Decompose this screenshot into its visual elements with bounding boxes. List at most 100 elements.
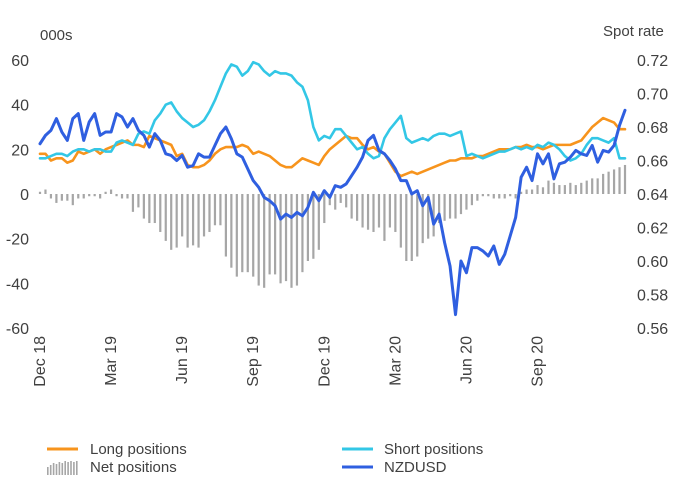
net-position-bar: [104, 191, 107, 194]
right-axis-tick-label: 0.56: [637, 321, 668, 338]
legend-net-swatch-bar: [47, 467, 49, 475]
net-position-bar: [585, 180, 588, 194]
net-position-bar: [208, 194, 211, 232]
net-position-bar: [427, 194, 430, 239]
net-position-bar: [481, 194, 484, 197]
net-position-bar: [235, 194, 238, 277]
net-position-bar: [563, 185, 566, 194]
right-axis-tick-label: 0.64: [637, 187, 668, 204]
net-position-bar: [197, 194, 200, 248]
net-position-bar: [574, 185, 577, 194]
legend-item-nzdusd: NZDUSD: [342, 459, 447, 476]
net-position-bar: [191, 194, 195, 246]
net-position-bar: [148, 194, 151, 224]
net-position-bar: [71, 194, 74, 206]
net-position-bar: [350, 194, 353, 219]
net-position-bar: [268, 194, 271, 275]
net-position-bar: [432, 194, 435, 237]
net-position-bar: [394, 194, 397, 232]
net-positions-bars: [38, 164, 627, 288]
net-position-bar: [470, 194, 474, 206]
net-position-bar: [44, 189, 47, 194]
net-position-bar: [186, 194, 189, 248]
net-position-bar: [361, 194, 364, 228]
legend-swatch-net: [47, 461, 78, 475]
legend-net-swatch-bar: [55, 464, 58, 475]
x-axis-ticks: Dec 18 Mar 19 Jun 19 Sep 19 Dec 19 Mar 20 Jun …: [32, 336, 547, 387]
net-position-bar: [38, 191, 42, 194]
net-position-bar: [607, 171, 610, 194]
net-position-bar: [509, 194, 512, 197]
net-position-bar: [323, 194, 326, 224]
legend-net-swatch-bar: [64, 461, 66, 475]
net-position-bar: [328, 194, 331, 206]
left-axis-unit: 000s: [40, 27, 73, 44]
net-position-bar: [126, 194, 129, 199]
legend-item-net: Net positions: [47, 459, 177, 476]
legend-net-swatch-bar: [58, 462, 61, 475]
net-position-bar: [109, 189, 113, 194]
x-axis-tick-label: Dec 18: [32, 336, 49, 387]
net-position-bar: [230, 194, 233, 268]
net-position-bar: [487, 194, 490, 197]
net-position-bar: [252, 194, 255, 277]
right-axis-tick-label: 0.60: [637, 254, 668, 271]
net-position-bar: [410, 194, 413, 261]
net-position-bar: [454, 194, 457, 219]
legend-net-swatch-bar: [49, 465, 52, 475]
net-position-bar: [301, 194, 304, 273]
net-position-bar: [120, 194, 124, 199]
net-position-bar: [612, 169, 616, 194]
net-position-bar: [164, 194, 167, 241]
net-position-bar: [492, 194, 495, 199]
net-position-bar: [623, 164, 627, 194]
right-axis-tick-label: 0.68: [637, 120, 668, 137]
legend-net-swatch-bar: [73, 462, 75, 475]
net-position-bar: [498, 194, 501, 199]
net-position-bar: [339, 194, 342, 203]
left-axis-tick-label: -60: [6, 321, 29, 338]
net-position-bar: [219, 194, 222, 226]
net-position-bar: [295, 194, 299, 286]
legend-net-swatch-bar: [76, 461, 78, 475]
x-axis-tick-label: Sep 19: [245, 336, 262, 387]
net-position-bar: [213, 194, 217, 226]
left-axis-tick-label: 0: [20, 187, 29, 204]
net-position-bar: [520, 191, 523, 194]
right-axis-tick-label: 0.66: [637, 154, 668, 171]
left-axis-tick-label: 20: [11, 142, 29, 159]
series-lines: [38, 60, 627, 317]
net-position-bar: [82, 194, 85, 199]
right-axis-tick-label: 0.62: [637, 221, 668, 238]
left-axis-tick-label: -20: [6, 232, 29, 249]
net-position-bar: [181, 194, 184, 237]
left-axis-ticks: 60 40 20 0 -20 -40 -60: [6, 53, 29, 338]
right-axis-tick-label: 0.70: [637, 87, 668, 104]
left-axis-tick-label: 40: [11, 98, 29, 115]
net-position-bar: [591, 178, 594, 194]
net-position-bar: [279, 194, 282, 284]
net-position-bar: [459, 194, 463, 215]
net-position-bar: [88, 194, 91, 197]
net-position-bar: [618, 167, 621, 194]
net-position-bar: [580, 182, 583, 194]
series-line-long-positions: [38, 116, 627, 178]
net-position-bar: [388, 194, 392, 228]
net-position-bar: [536, 185, 539, 194]
net-position-bar: [312, 194, 315, 259]
net-position-bar: [115, 194, 118, 197]
legend-item-long: Long positions: [47, 441, 187, 458]
net-position-bar: [66, 194, 69, 201]
net-position-bar: [547, 180, 550, 194]
net-position-bar: [93, 194, 96, 197]
net-position-bar: [514, 194, 517, 199]
net-position-bar: [334, 194, 337, 210]
legend-label-short: Short positions: [384, 441, 483, 458]
net-position-bar: [525, 189, 528, 194]
right-axis-unit: Spot rate: [603, 23, 664, 40]
right-axis-tick-label: 0.58: [637, 288, 668, 305]
x-axis-tick-label: Mar 19: [103, 336, 120, 386]
legend-net-swatch-bar: [70, 461, 72, 475]
